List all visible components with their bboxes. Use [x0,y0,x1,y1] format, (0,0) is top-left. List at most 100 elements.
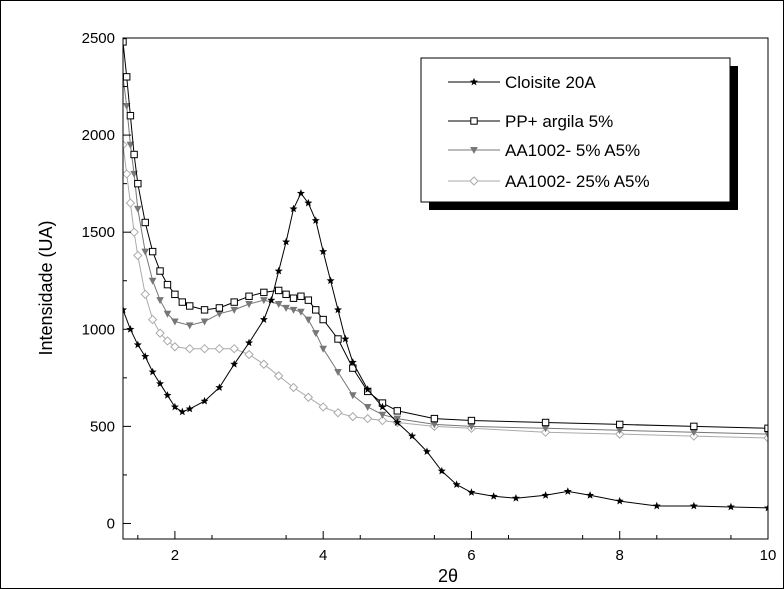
data-point [297,308,305,316]
data-point [245,292,253,300]
data-point [199,343,210,354]
legend-label: PP+ argila 5% [505,112,613,131]
data-point [156,379,165,388]
data-point [133,340,142,349]
data-point [274,266,283,275]
data-point [156,297,164,305]
data-point [230,360,239,368]
data-point [244,349,254,360]
data-point [134,179,142,188]
data-point [586,491,595,499]
data-point [178,407,187,416]
data-point [511,494,520,502]
y-tick-label: 2500 [82,30,115,47]
data-point [148,367,157,376]
data-point [230,306,239,314]
data-point [318,402,328,412]
data-point [200,306,209,314]
data-point [319,345,327,353]
data-point [334,369,342,376]
data-point [726,502,735,511]
data-point [170,402,179,411]
data-point [489,492,498,500]
plot-area [122,37,769,540]
data-point [186,302,194,310]
legend-item-2: AA1002- 5% A5% [448,141,640,160]
data-point [163,310,172,318]
data-point [126,141,135,149]
data-point [296,189,305,197]
series-line [123,76,768,435]
data-point [541,418,550,427]
data-point [377,415,388,426]
data-point [311,330,320,338]
x-tick-label: 6 [467,547,475,564]
data-point [452,480,461,489]
data-point [282,290,290,299]
data-point [123,140,128,150]
data-point [141,352,150,360]
data-point [178,298,187,306]
data-point [282,237,291,246]
series-layer [123,38,768,512]
y-tick-label: 0 [107,515,115,532]
data-point [185,404,194,413]
data-point [171,318,179,326]
legend-label: Cloisite 20A [505,73,596,92]
axis-ticks: 2 4 6 8 10 0 500 1000 1500 2000 2500 [82,30,777,564]
data-point [341,334,350,343]
data-point [333,408,343,418]
data-point [215,310,224,318]
data-point [430,421,439,429]
data-point [430,414,439,423]
y-tick-label: 2000 [82,127,115,144]
data-point [123,305,127,314]
data-point [141,248,150,256]
data-point [123,169,132,179]
data-point [615,427,624,435]
data-point [162,336,173,346]
data-point [319,247,328,255]
data-point [616,420,624,429]
y-tick-label: 1500 [82,224,115,241]
data-point [215,304,224,312]
data-point [229,343,239,354]
data-point [348,358,357,366]
data-point [126,111,135,120]
data-point [312,306,320,314]
data-point [467,416,476,425]
data-point [304,198,313,207]
data-point [289,294,298,302]
data-point [200,396,209,405]
data-point [185,322,194,330]
data-point [319,315,327,324]
data-point [437,466,446,475]
data-point [245,338,254,347]
data-point [273,371,284,381]
data-point [163,391,172,399]
data-point [282,304,290,312]
data-point [123,73,131,81]
data-point [363,403,372,411]
data-point [260,288,268,297]
data-point [690,422,698,431]
data-point [363,385,372,393]
data-point [467,488,476,496]
data-point [541,491,550,499]
legend-label: AA1002- 5% A5% [505,141,640,160]
legend-item-1: PP+ argila 5% [448,112,613,131]
legend-label: AA1002- 25% A5% [505,172,650,191]
data-point [304,316,313,324]
x-tick-label: 10 [760,547,777,564]
data-point [200,318,209,326]
data-point [652,501,661,510]
data-point [140,289,150,300]
series-2 [123,73,768,439]
data-point [141,218,149,227]
data-point [289,204,298,213]
data-point [148,247,157,256]
x-tick-label: 8 [616,547,624,564]
data-point [303,392,314,402]
data-point [288,382,299,393]
data-point [289,306,298,314]
